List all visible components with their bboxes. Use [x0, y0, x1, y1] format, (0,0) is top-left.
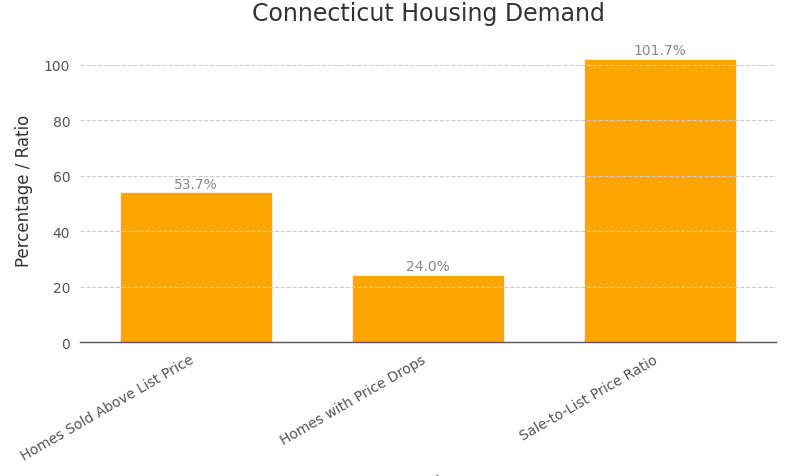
Title: Connecticut Housing Demand: Connecticut Housing Demand [251, 2, 605, 27]
Text: 24.0%: 24.0% [406, 259, 450, 274]
Bar [121, 194, 271, 343]
Y-axis label: Percentage / Ratio: Percentage / Ratio [14, 114, 33, 267]
Text: 101.7%: 101.7% [634, 44, 686, 58]
Bar [353, 276, 503, 343]
X-axis label: Metrics: Metrics [398, 474, 458, 476]
Bar [585, 61, 735, 343]
Text: 53.7%: 53.7% [174, 177, 218, 191]
